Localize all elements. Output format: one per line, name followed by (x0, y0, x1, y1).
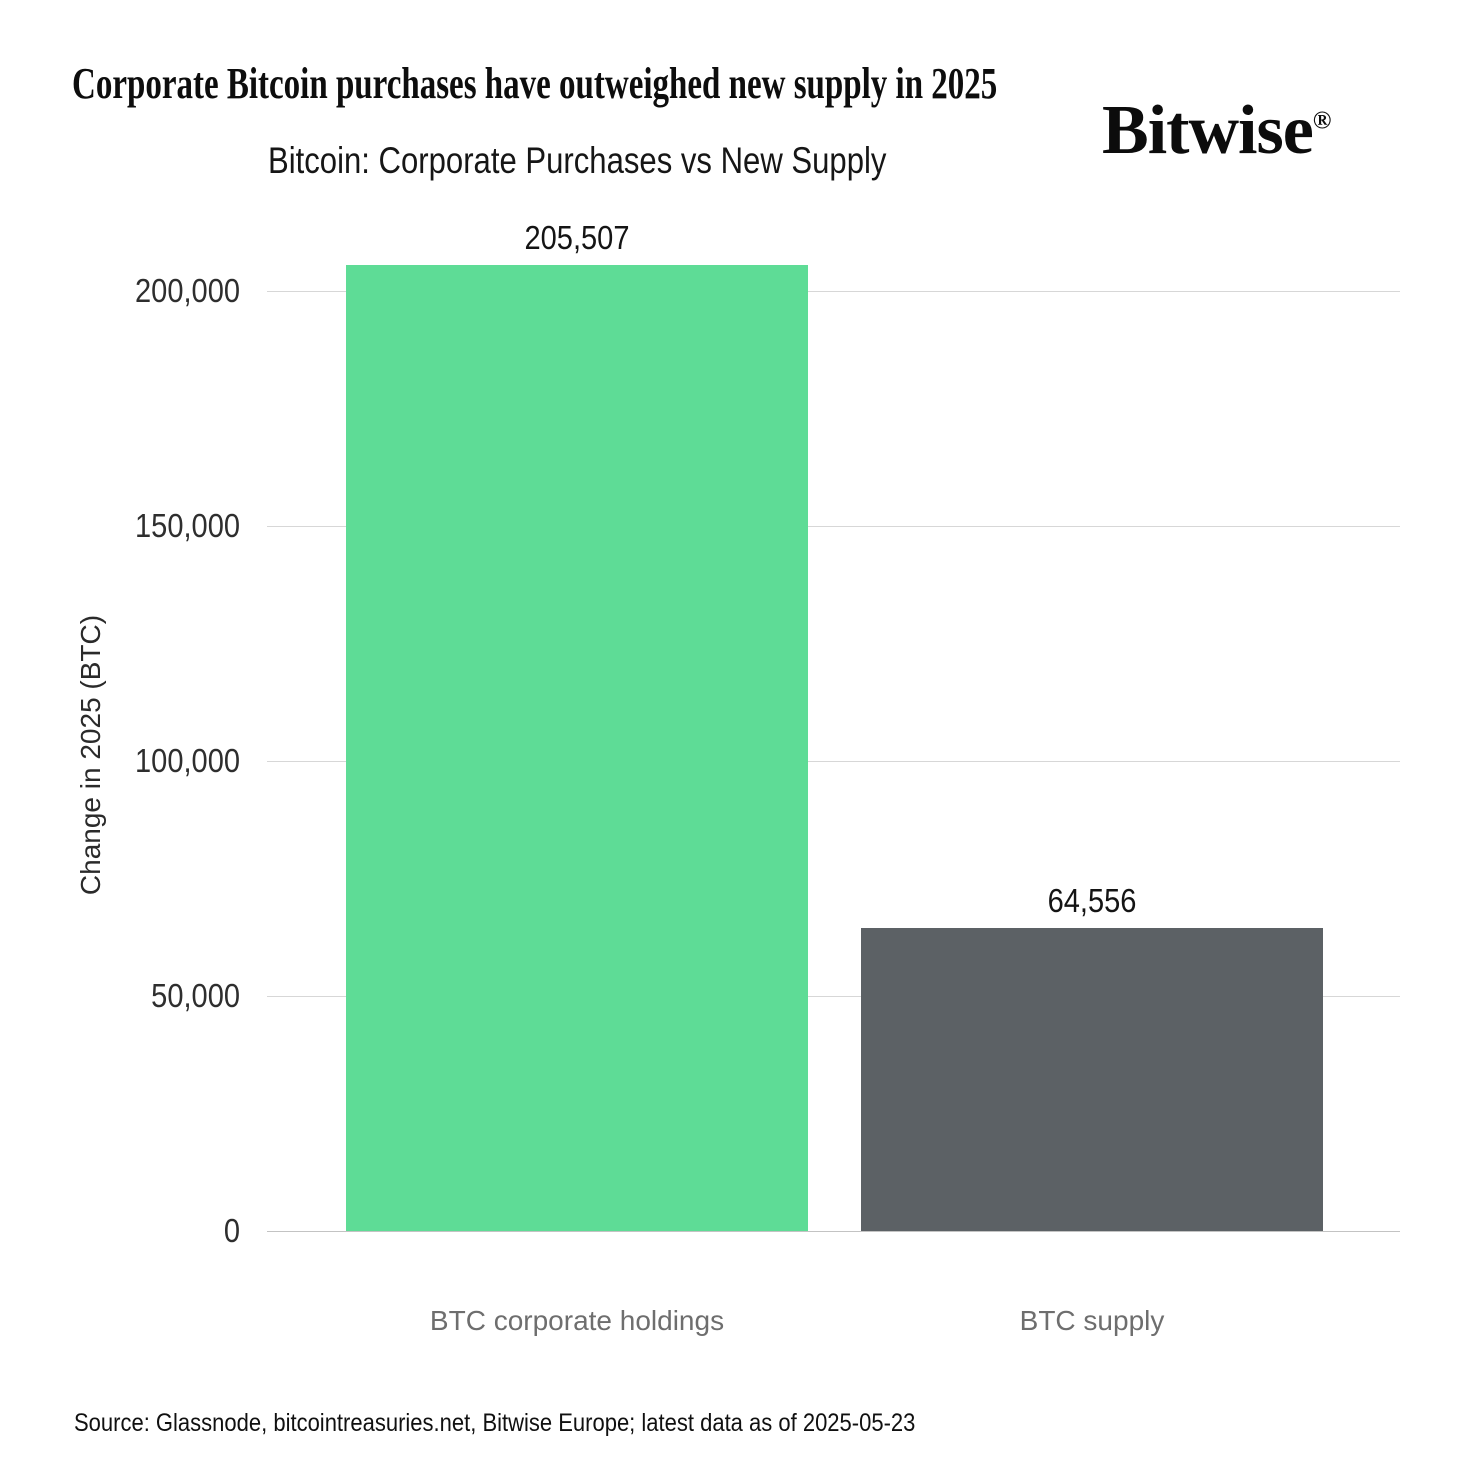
chart-title-text: Bitcoin: Corporate Purchases vs New Supp… (268, 140, 887, 181)
gridline-100-000 (267, 761, 1400, 762)
y-tick-label-150-000: 150,000 (135, 507, 240, 544)
bar-btc-corporate-holdings (346, 265, 808, 1231)
gridline-200-000 (267, 291, 1400, 292)
bar-btc-supply (861, 928, 1323, 1231)
bitwise-logo: Bitwise® (1102, 96, 1331, 166)
y-tick-label-200-000: 200,000 (135, 272, 240, 309)
gridline-50-000 (267, 996, 1400, 997)
page-title-text: Corporate Bitcoin purchases have outweig… (72, 59, 998, 109)
x-category-label-btc-supply: BTC supply (1019, 1305, 1165, 1336)
x-axis-baseline (267, 1231, 1400, 1232)
y-tick-label-100-000: 100,000 (135, 742, 240, 779)
registered-trademark-icon: ® (1312, 107, 1332, 135)
page-title: Corporate Bitcoin purchases have outweig… (72, 58, 1306, 111)
y-tick-label-50-000: 50,000 (151, 977, 240, 1014)
bar-value-label-btc-supply: 64,556 (1047, 882, 1137, 919)
source-note-text: Source: Glassnode, bitcointreasuries.net… (74, 1409, 916, 1437)
x-category-label-btc-corporate-holdings: BTC corporate holdings (429, 1305, 725, 1336)
bar-value-label-btc-corporate-holdings: 205,507 (524, 219, 630, 256)
bitwise-wordmark: Bitwise (1102, 92, 1314, 169)
chart-title: Bitcoin: Corporate Purchases vs New Supp… (268, 140, 1004, 183)
y-tick-label-0: 0 (223, 1212, 240, 1249)
source-note: Source: Glassnode, bitcointreasuries.net… (74, 1407, 1030, 1440)
gridline-150-000 (267, 526, 1400, 527)
